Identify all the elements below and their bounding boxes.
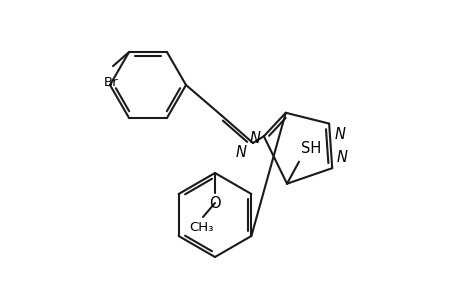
Text: N: N — [235, 145, 246, 160]
Text: N: N — [336, 150, 347, 165]
Text: O: O — [209, 196, 220, 211]
Text: N: N — [333, 127, 344, 142]
Text: Br: Br — [103, 76, 118, 89]
Text: SH: SH — [300, 141, 320, 156]
Text: N: N — [249, 131, 260, 146]
Text: CH₃: CH₃ — [188, 221, 213, 234]
